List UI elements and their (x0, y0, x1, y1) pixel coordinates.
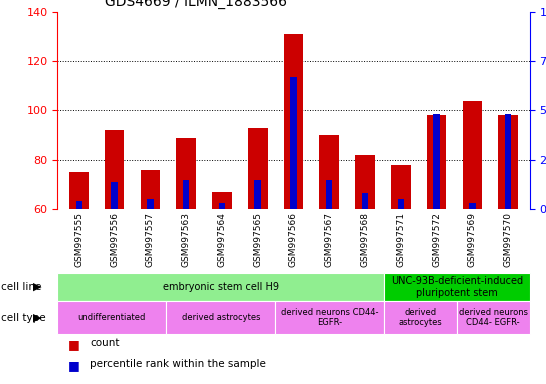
Bar (326, 180, 333, 209)
Text: count: count (90, 338, 120, 348)
Text: GSM997568: GSM997568 (360, 212, 370, 267)
Text: GSM997565: GSM997565 (253, 212, 262, 267)
Text: ▶: ▶ (33, 282, 41, 292)
Bar (283, 34, 304, 209)
Bar (505, 114, 512, 209)
Bar (397, 199, 404, 209)
Bar (434, 114, 440, 209)
Bar (248, 128, 268, 209)
Bar (212, 192, 232, 209)
Text: embryonic stem cell H9: embryonic stem cell H9 (163, 282, 279, 292)
Text: GSM997557: GSM997557 (146, 212, 155, 267)
Text: GSM997569: GSM997569 (468, 212, 477, 267)
Text: GSM997567: GSM997567 (325, 212, 334, 267)
Text: GSM997572: GSM997572 (432, 212, 441, 267)
Bar (140, 170, 160, 209)
Bar (105, 130, 124, 209)
Text: ■: ■ (68, 338, 80, 351)
Bar (254, 180, 261, 209)
Text: GSM997563: GSM997563 (182, 212, 191, 267)
Text: GSM997564: GSM997564 (217, 212, 227, 267)
Text: derived neurons CD44-
EGFR-: derived neurons CD44- EGFR- (281, 308, 378, 328)
Text: GSM997571: GSM997571 (396, 212, 405, 267)
Text: cell type: cell type (1, 313, 45, 323)
Bar (147, 199, 153, 209)
Text: ▶: ▶ (33, 313, 41, 323)
Bar (219, 204, 225, 209)
Text: GSM997566: GSM997566 (289, 212, 298, 267)
Bar (75, 201, 82, 209)
Bar (111, 182, 118, 209)
Text: derived astrocytes: derived astrocytes (182, 313, 260, 322)
Text: GDS4669 / ILMN_1883566: GDS4669 / ILMN_1883566 (105, 0, 287, 9)
Bar (183, 180, 189, 209)
Bar (362, 194, 368, 209)
Text: GSM997555: GSM997555 (74, 212, 84, 267)
Bar (427, 115, 447, 209)
Text: UNC-93B-deficient-induced
pluripotent stem: UNC-93B-deficient-induced pluripotent st… (391, 276, 523, 298)
Bar (498, 115, 518, 209)
Bar (462, 101, 482, 209)
Bar (290, 77, 296, 209)
Text: derived neurons
CD44- EGFR-: derived neurons CD44- EGFR- (459, 308, 528, 328)
Text: undifferentiated: undifferentiated (78, 313, 146, 322)
Bar (176, 137, 196, 209)
Bar (391, 165, 411, 209)
Text: GSM997570: GSM997570 (503, 212, 513, 267)
Bar (355, 155, 375, 209)
Text: ■: ■ (68, 359, 80, 372)
Text: percentile rank within the sample: percentile rank within the sample (90, 359, 266, 369)
Bar (69, 172, 88, 209)
Bar (319, 135, 339, 209)
Text: cell line: cell line (1, 282, 41, 292)
Text: GSM997556: GSM997556 (110, 212, 119, 267)
Bar (469, 204, 476, 209)
Text: derived
astrocytes: derived astrocytes (399, 308, 442, 328)
